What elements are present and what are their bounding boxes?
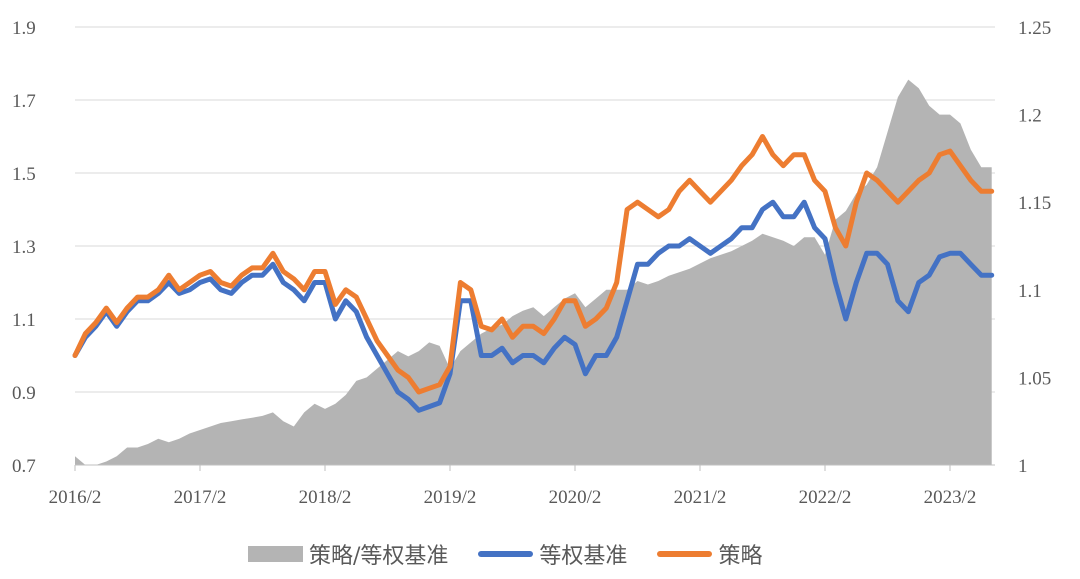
legend-label-strategy: 策略 — [718, 544, 763, 569]
x-tick-label: 2022/2 — [799, 487, 852, 508]
y-right-tick-label: 1 — [1018, 456, 1028, 477]
x-tick-label: 2019/2 — [424, 487, 477, 508]
y-left-tick-label: 1.5 — [12, 164, 36, 185]
legend-item-strategy: 策略 — [657, 538, 762, 570]
line-series — [72, 134, 995, 413]
legend-swatch-strategy — [657, 551, 713, 557]
y-right-tick-label: 1.1 — [1018, 281, 1042, 302]
y-left-tick-label: 1.1 — [12, 310, 36, 331]
legend-swatch-ratio — [248, 546, 303, 562]
axes: 0.7 0.9 1.1 1.3 1.5 1.7 1.9 1 1.05 1.1 1.15 1.2 1.25… — [12, 18, 1051, 508]
y-right-tick-label: 1.15 — [1018, 193, 1051, 214]
legend-swatch-benchmark — [478, 551, 534, 557]
legend: 策略/等权基准 等权基准 策略 — [248, 538, 792, 570]
x-tick-label: 2021/2 — [674, 487, 727, 508]
x-tick-label: 2018/2 — [299, 487, 352, 508]
y-right-tick-label: 1.25 — [1018, 18, 1051, 39]
legend-item-benchmark: 等权基准 — [478, 538, 627, 570]
legend-label-ratio: 策略/等权基准 — [309, 544, 449, 569]
y-left-tick-label: 1.9 — [12, 18, 36, 39]
x-tick-label: 2017/2 — [174, 487, 227, 508]
x-tick-label: 2016/2 — [49, 487, 102, 508]
y-right-tick-label: 1.2 — [1018, 106, 1042, 127]
strategy-line — [72, 134, 995, 395]
ratio-area-series — [75, 79, 992, 465]
benchmark-line — [72, 199, 995, 413]
legend-item-ratio: 策略/等权基准 — [248, 538, 448, 570]
chart: 0.7 0.9 1.1 1.3 1.5 1.7 1.9 1 1.05 1.1 1.15 1.2 1.25… — [12, 18, 1051, 508]
y-left-tick-label: 1.3 — [12, 237, 36, 258]
y-right-tick-label: 1.05 — [1018, 368, 1051, 389]
x-tick-label: 2020/2 — [549, 487, 602, 508]
y-left-tick-label: 1.7 — [12, 91, 36, 112]
legend-label-benchmark: 等权基准 — [539, 544, 628, 569]
x-tick-label: 2023/2 — [924, 487, 977, 508]
y-left-tick-label: 0.9 — [12, 383, 36, 404]
ratio-area — [75, 79, 992, 465]
y-left-tick-label: 0.7 — [12, 456, 36, 477]
